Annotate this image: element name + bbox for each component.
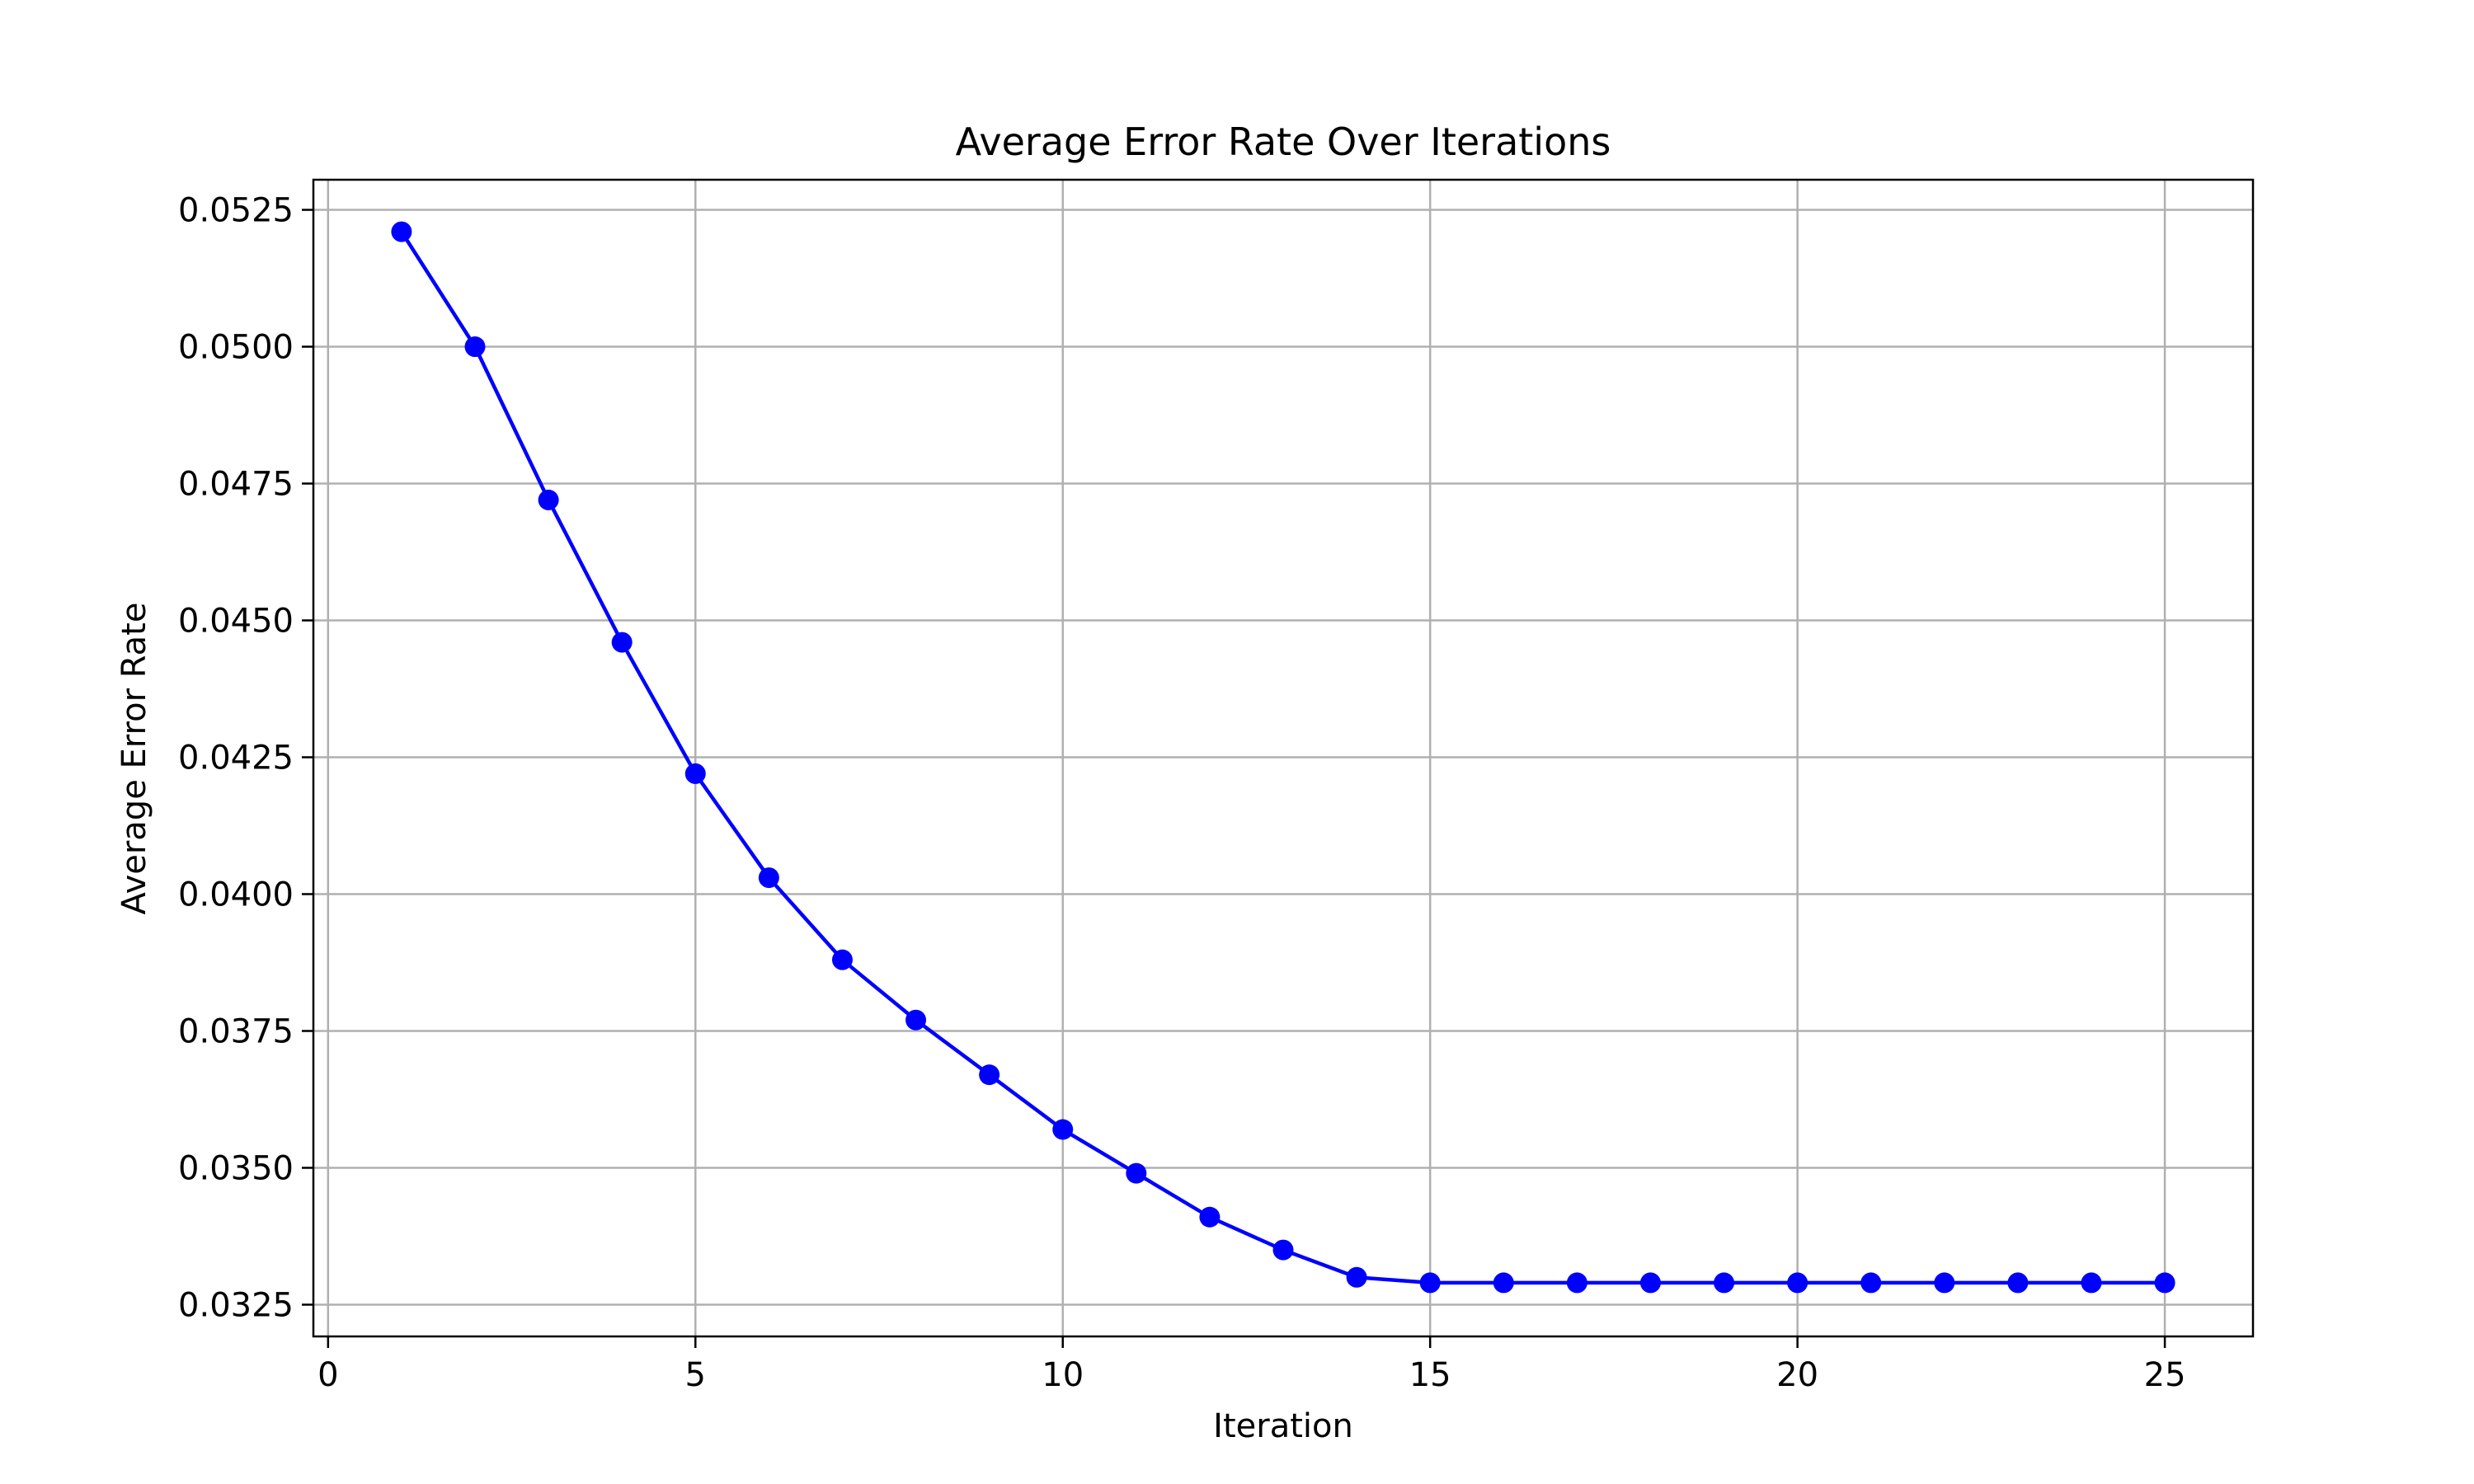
data-point <box>1126 1162 1147 1184</box>
chart-title: Average Error Rate Over Iterations <box>956 120 1611 164</box>
data-point <box>1199 1206 1221 1228</box>
y-tick-label: 0.0350 <box>178 1149 294 1187</box>
data-point <box>1052 1119 1074 1140</box>
data-point <box>1639 1272 1661 1294</box>
data-point <box>1346 1266 1367 1288</box>
y-axis-label: Average Error Rate <box>115 603 153 915</box>
x-tick-label: 20 <box>1776 1356 1818 1394</box>
y-tick-label: 0.0450 <box>178 603 294 641</box>
axis-ticks: 0 5 10 15 20 25 0.0325 0.0350 0.0375 0.0400 0.0425… <box>178 192 2186 1394</box>
data-point <box>1787 1272 1808 1294</box>
x-tick-label: 0 <box>317 1356 338 1394</box>
data-point <box>464 336 486 358</box>
data-point <box>2081 1272 2102 1294</box>
y-tick-label: 0.0500 <box>178 329 294 367</box>
data-point <box>758 867 779 889</box>
y-tick-label: 0.0425 <box>178 740 294 777</box>
data-point <box>2007 1272 2029 1294</box>
x-tick-label: 10 <box>1042 1356 1084 1394</box>
y-tick-label: 0.0375 <box>178 1012 294 1050</box>
y-tick-label: 0.0400 <box>178 876 294 914</box>
x-tick-label: 15 <box>1409 1356 1451 1394</box>
x-tick-label: 5 <box>685 1356 706 1394</box>
data-point <box>1419 1272 1441 1294</box>
data-point <box>979 1064 1000 1086</box>
data-point <box>1272 1239 1294 1261</box>
data-point <box>831 949 853 970</box>
data-point <box>611 632 633 653</box>
x-tick-label: 25 <box>2144 1356 2186 1394</box>
series-layer <box>391 221 2175 1294</box>
grid <box>313 180 2253 1336</box>
y-tick-label: 0.0475 <box>178 466 294 504</box>
y-tick-label: 0.0525 <box>178 192 294 230</box>
data-point <box>2154 1272 2175 1294</box>
data-point <box>1566 1272 1587 1294</box>
y-tick-label: 0.0325 <box>178 1286 294 1324</box>
data-point <box>684 763 706 784</box>
data-point <box>538 489 559 510</box>
data-point <box>1493 1272 1514 1294</box>
x-axis-label: Iteration <box>1213 1407 1353 1445</box>
data-point <box>1934 1272 1955 1294</box>
data-point <box>1714 1272 1735 1294</box>
data-point <box>1860 1272 1882 1294</box>
data-point <box>905 1009 927 1031</box>
data-point <box>391 221 412 242</box>
